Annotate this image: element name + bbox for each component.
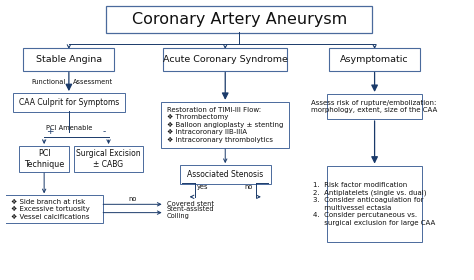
FancyBboxPatch shape: [329, 48, 420, 71]
FancyBboxPatch shape: [23, 48, 114, 71]
Text: PCI Amenable: PCI Amenable: [46, 125, 92, 131]
Text: Assessment: Assessment: [73, 79, 113, 85]
Text: no: no: [128, 196, 137, 202]
Text: Stent-assisted
Coiling: Stent-assisted Coiling: [167, 206, 215, 219]
Text: 1.  Risk factor modification
2.  Antiplatelets (single vs. dual)
3.  Consider an: 1. Risk factor modification 2. Antiplate…: [313, 182, 436, 226]
FancyBboxPatch shape: [164, 48, 287, 71]
Text: Surgical Excision
± CABG: Surgical Excision ± CABG: [76, 149, 141, 169]
Text: Coronary Artery Aneurysm: Coronary Artery Aneurysm: [132, 12, 347, 27]
FancyBboxPatch shape: [74, 146, 143, 172]
Text: -: -: [103, 127, 106, 136]
Text: ❖ Side branch at risk
❖ Excessive tortuosity
❖ Vessel calcifications: ❖ Side branch at risk ❖ Excessive tortuo…: [11, 199, 90, 220]
Text: Stable Angina: Stable Angina: [36, 55, 102, 64]
Text: Covered stent: Covered stent: [167, 201, 214, 207]
FancyBboxPatch shape: [106, 6, 372, 33]
Text: no: no: [245, 183, 253, 190]
FancyBboxPatch shape: [13, 93, 125, 112]
FancyBboxPatch shape: [327, 166, 422, 242]
Text: yes: yes: [197, 183, 209, 190]
FancyBboxPatch shape: [19, 146, 69, 172]
Text: Acute Coronary Syndrome: Acute Coronary Syndrome: [163, 55, 288, 64]
FancyBboxPatch shape: [161, 102, 290, 148]
Text: Associated Stenosis: Associated Stenosis: [187, 170, 264, 179]
FancyBboxPatch shape: [327, 94, 422, 120]
Text: Restoration of TIMI-III Flow:
❖ Thrombectomy
❖ Balloon angioplasty ± stenting
❖ : Restoration of TIMI-III Flow: ❖ Thrombec…: [167, 106, 283, 143]
Text: +: +: [46, 127, 54, 136]
Text: Functional: Functional: [31, 79, 65, 85]
FancyBboxPatch shape: [180, 165, 271, 184]
Text: CAA Culprit for Symptoms: CAA Culprit for Symptoms: [19, 98, 119, 107]
FancyBboxPatch shape: [0, 195, 103, 223]
Text: Asymptomatic: Asymptomatic: [340, 55, 409, 64]
Text: Assess risk of rupture/embolization:
morphology, extent, size of the CAA: Assess risk of rupture/embolization: mor…: [311, 100, 438, 113]
Text: PCI
Technique: PCI Technique: [24, 149, 64, 169]
